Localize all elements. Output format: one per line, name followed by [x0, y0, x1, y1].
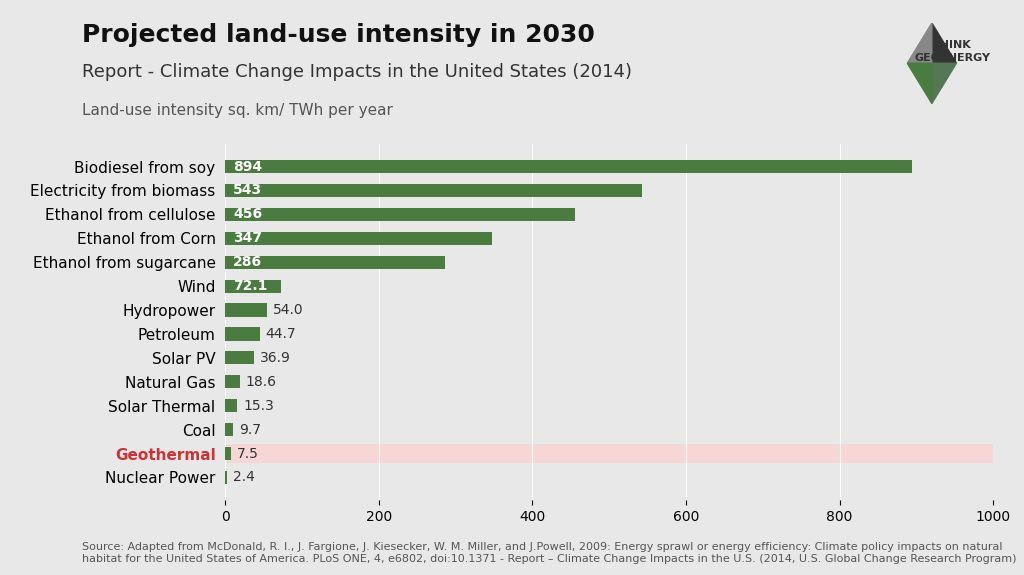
Text: 18.6: 18.6 [246, 375, 276, 389]
Text: Projected land-use intensity in 2030: Projected land-use intensity in 2030 [82, 23, 595, 47]
Text: THINK
GEOENERGY: THINK GEOENERGY [914, 40, 990, 63]
Text: 894: 894 [233, 159, 262, 174]
Text: 2.4: 2.4 [233, 470, 255, 485]
Text: 15.3: 15.3 [243, 398, 274, 413]
Bar [225, 208, 575, 221]
Bar [225, 327, 260, 340]
Bar [225, 184, 642, 197]
Polygon shape [907, 23, 932, 63]
Bar [225, 351, 254, 365]
Text: 456: 456 [233, 208, 262, 221]
Text: Source: Adapted from McDonald, R. I., J. Fargione, J. Kiesecker, W. M. Miller, a: Source: Adapted from McDonald, R. I., J.… [82, 542, 1017, 564]
Text: 36.9: 36.9 [260, 351, 291, 365]
Text: Land-use intensity sq. km/ TWh per year: Land-use intensity sq. km/ TWh per year [82, 104, 393, 118]
Text: 7.5: 7.5 [238, 447, 259, 461]
Text: 44.7: 44.7 [266, 327, 296, 341]
Bar [225, 471, 227, 484]
Bar [225, 160, 911, 173]
Bar [225, 232, 492, 245]
Bar [225, 423, 232, 436]
Polygon shape [932, 23, 956, 63]
Text: 543: 543 [233, 183, 262, 197]
Text: 54.0: 54.0 [272, 303, 303, 317]
Bar [225, 279, 281, 293]
Polygon shape [907, 63, 932, 104]
Bar [225, 444, 993, 463]
Bar [225, 256, 444, 269]
Text: 286: 286 [233, 255, 262, 269]
Bar [225, 304, 266, 317]
Text: 72.1: 72.1 [233, 279, 267, 293]
Bar [225, 375, 240, 388]
Text: 347: 347 [233, 231, 262, 246]
Bar [225, 447, 231, 460]
Text: Report - Climate Change Impacts in the United States (2014): Report - Climate Change Impacts in the U… [82, 63, 632, 81]
Polygon shape [932, 63, 956, 104]
Bar [225, 399, 237, 412]
Text: 9.7: 9.7 [239, 423, 261, 436]
